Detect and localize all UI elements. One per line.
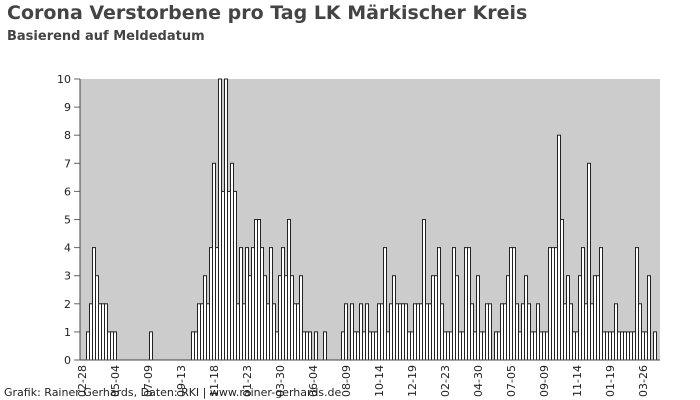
bar	[323, 331, 327, 361]
x-tick-label: 01-19	[604, 365, 617, 397]
x-tick-label: 03-30	[274, 365, 287, 397]
x-tick-label: 11-14	[571, 365, 584, 397]
y-tick-label: 10	[57, 73, 71, 86]
x-tick-label: 08-09	[340, 365, 353, 397]
x-tick-label: 07-09	[142, 365, 155, 397]
footer: Grafik: Rainer Gerhards, Daten: RKI | ww…	[4, 386, 342, 399]
x-tick-label: 07-05	[505, 365, 518, 397]
y-tick-label: 5	[64, 214, 71, 227]
y-tick-label: 7	[64, 157, 71, 170]
x-tick-label: 02-28	[76, 365, 89, 397]
y-tick-label: 2	[64, 298, 71, 311]
x-tick-label: 09-13	[175, 365, 188, 397]
x-tick-label: 01-23	[241, 365, 254, 397]
y-tick-label: 4	[64, 242, 71, 255]
bar	[488, 303, 492, 361]
x-tick-label: 11-18	[208, 365, 221, 397]
y-tick-label: 1	[64, 326, 71, 339]
bar	[149, 331, 153, 361]
bar	[314, 331, 318, 361]
chart-subtitle: Basierend auf Meldedatum	[7, 29, 205, 44]
bar	[344, 303, 348, 361]
bar	[113, 331, 117, 361]
x-tick-label: 05-04	[109, 365, 122, 397]
y-tick-label: 3	[64, 270, 71, 283]
x-tick-label: 03-26	[637, 365, 650, 397]
x-tick-label: 04-30	[472, 365, 485, 397]
x-tick-label: 12-19	[406, 365, 419, 397]
x-tick-label: 10-14	[373, 365, 386, 397]
y-tick-label: 0	[64, 354, 71, 367]
y-tick-label: 6	[64, 185, 71, 198]
chart-title: Corona Verstorbene pro Tag LK Märkischer…	[7, 2, 527, 24]
x-tick-label: 06-04	[307, 365, 320, 397]
x-tick-label: 09-09	[538, 365, 551, 397]
bar	[308, 331, 312, 361]
y-tick-label: 8	[64, 129, 71, 142]
x-tick-label: 02-23	[439, 365, 452, 397]
bar	[647, 275, 651, 361]
bar	[653, 331, 657, 361]
y-tick-label: 9	[64, 101, 71, 114]
